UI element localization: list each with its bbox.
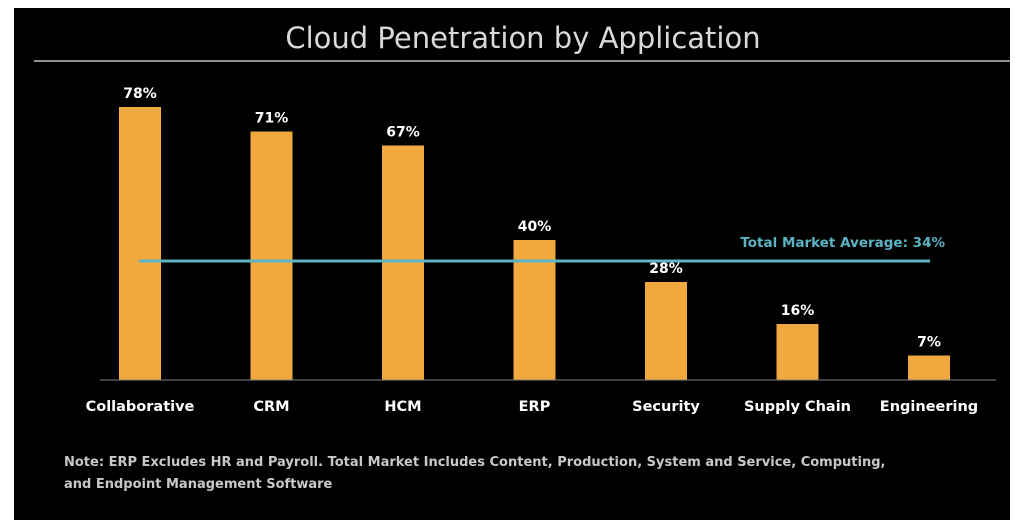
value-label-supply-chain: 16% bbox=[781, 303, 815, 319]
category-labels: Collaborative CRM HCM ERP Security Supply Cha… bbox=[86, 399, 979, 415]
value-label-security: 28% bbox=[649, 261, 683, 277]
category-label-supply-chain: Supply Chain bbox=[744, 399, 851, 415]
bar-supply-chain bbox=[776, 324, 819, 380]
value-label-crm: 71% bbox=[255, 111, 289, 127]
bar-engineering bbox=[908, 355, 950, 380]
value-label-collaborative: 78% bbox=[123, 86, 157, 102]
bar-crm bbox=[250, 131, 293, 380]
bar-hcm bbox=[382, 145, 424, 380]
footnote-line-1: Note: ERP Excludes HR and Payroll. Total… bbox=[64, 455, 885, 470]
average-layer: Total Market Average: 34% bbox=[139, 235, 945, 263]
category-label-hcm: HCM bbox=[384, 399, 421, 415]
value-label-hcm: 67% bbox=[386, 125, 420, 141]
bar-chart: Cloud Penetration by Application 78% 71% 6… bbox=[34, 21, 1010, 492]
average-label: Total Market Average: 34% bbox=[740, 235, 945, 251]
bars-layer: 78% 71% 67% 40% 28% 16% 7% bbox=[119, 86, 950, 380]
category-label-collaborative: Collaborative bbox=[86, 399, 195, 415]
chart-frame: Cloud Penetration by Application 78% 71% 6… bbox=[14, 8, 1010, 520]
category-label-engineering: Engineering bbox=[880, 399, 978, 415]
category-label-security: Security bbox=[632, 399, 700, 415]
bar-erp bbox=[513, 240, 556, 380]
value-label-engineering: 7% bbox=[917, 335, 941, 351]
footnote-line-2: and Endpoint Management Software bbox=[64, 477, 333, 492]
category-label-crm: CRM bbox=[253, 399, 289, 415]
bar-collaborative bbox=[119, 107, 161, 380]
category-label-erp: ERP bbox=[519, 399, 551, 415]
bar-security bbox=[645, 282, 687, 380]
value-label-erp: 40% bbox=[518, 219, 552, 235]
chart-title: Cloud Penetration by Application bbox=[285, 21, 760, 55]
